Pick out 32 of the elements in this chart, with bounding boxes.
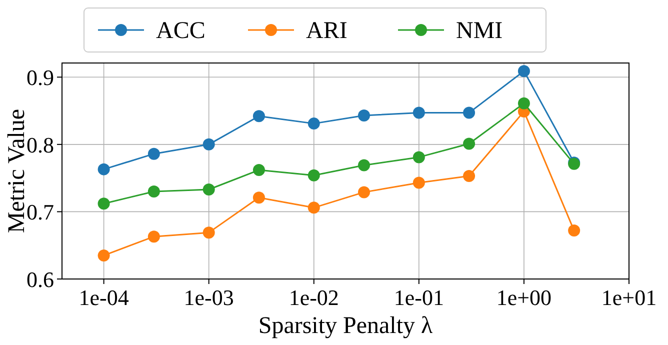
point [202,184,215,196]
point [98,249,110,262]
point [98,198,110,210]
point [463,170,476,182]
point [308,118,320,130]
x-tick-label: 1e+01 [601,285,657,310]
y-tick-label: 0.9 [26,65,54,90]
x-tick-label: 1e-03 [184,285,234,310]
legend-label: ARI [306,18,348,44]
legend-label: ACC [156,18,206,44]
point [358,109,370,122]
point [308,169,320,182]
x-tick-label: 1e-01 [394,285,444,310]
y-tick-label: 0.8 [26,132,54,158]
x-tick-label: 1e-02 [288,285,339,310]
point [358,186,370,198]
point [358,159,370,172]
point [463,138,476,150]
point [202,138,215,150]
x-tick-label: 1e-04 [78,285,129,310]
point [202,226,215,239]
legend-label: NMI [456,18,503,44]
x-tick-label: 1e+00 [496,285,552,310]
y-tick-label: 0.6 [26,267,54,292]
point [308,202,320,214]
point [412,151,425,164]
x-axis-title: Sparsity Penalty λ [258,313,434,339]
point [98,163,110,176]
point [568,224,580,237]
point [412,176,425,189]
point [463,106,476,119]
point [412,106,425,119]
